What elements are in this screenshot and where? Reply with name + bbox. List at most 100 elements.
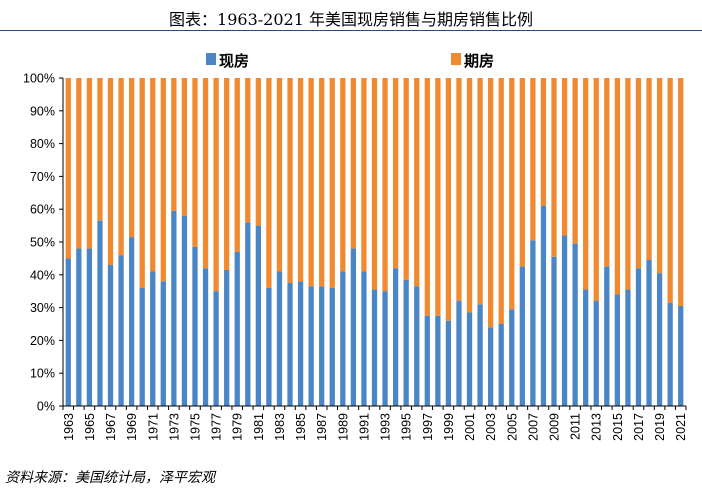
bar-presale-2009 — [551, 78, 557, 257]
x-tick-label: 1993 — [379, 413, 393, 441]
x-tick-label: 1995 — [400, 413, 414, 441]
bar-presale-1972 — [160, 78, 166, 282]
bar-existing-1989 — [340, 271, 346, 406]
bar-presale-1976 — [202, 78, 209, 269]
bar-presale-1968 — [118, 78, 124, 256]
bar-presale-1996 — [414, 78, 420, 287]
bar-presale-1982 — [266, 78, 272, 288]
bar-presale-1985 — [297, 78, 304, 282]
x-tick-label: 1989 — [336, 413, 350, 441]
bar-presale-1991 — [361, 78, 367, 272]
bar-presale-2013 — [593, 78, 599, 302]
bar-existing-1977 — [213, 291, 219, 406]
x-tick-label: 2001 — [463, 413, 477, 441]
bar-presale-1973 — [171, 78, 177, 211]
bar-existing-2011 — [572, 243, 578, 406]
bar-existing-1963 — [65, 258, 71, 406]
bar-presale-2005 — [509, 78, 515, 310]
page-title: 图表：1963-2021 年美国现房销售与期房销售比例 — [169, 10, 533, 29]
bar-presale-2006 — [519, 78, 525, 267]
bar-presale-1971 — [150, 78, 156, 272]
legend-swatch-presale — [451, 53, 461, 65]
bar-presale-1980 — [245, 78, 251, 223]
bar-presale-1992 — [371, 78, 378, 290]
bar-presale-2008 — [540, 78, 547, 206]
bar-existing-1997 — [424, 315, 430, 406]
bar-existing-1990 — [350, 248, 357, 406]
axes: 0% 10% 20% 30% 40% 50% 60% 70% 80% 90% 100% 1963 196… — [23, 72, 688, 441]
bar-existing-1976 — [202, 268, 209, 406]
bar-existing-1964 — [76, 248, 82, 406]
bar-existing-2000 — [456, 301, 462, 406]
x-tick-label: 1975 — [188, 413, 202, 441]
bar-existing-1966 — [97, 220, 103, 406]
bar-existing-1979 — [234, 251, 240, 406]
bar-presale-2001 — [466, 78, 473, 313]
bar-existing-2010 — [561, 235, 568, 406]
bar-presale-1963 — [65, 78, 71, 259]
bar-existing-2013 — [593, 301, 599, 406]
bar-presale-2021 — [678, 78, 684, 306]
legend-swatch-existing — [206, 53, 216, 65]
y-tick-label: 100% — [23, 72, 55, 86]
bar-presale-2018 — [646, 78, 652, 261]
x-tick-label: 1979 — [231, 413, 245, 441]
x-tick-label: 1991 — [357, 413, 371, 441]
bar-existing-2017 — [635, 268, 642, 406]
bar-presale-2020 — [667, 78, 673, 303]
bar-existing-1995 — [403, 279, 409, 406]
bar-presale-1999 — [445, 78, 452, 321]
bar-presale-1969 — [129, 78, 135, 238]
bar-existing-2006 — [519, 266, 525, 406]
bar-existing-2004 — [498, 324, 504, 406]
bar-existing-1973 — [171, 210, 177, 406]
bar-existing-2020 — [667, 302, 673, 406]
x-tick-label: 2011 — [569, 413, 583, 440]
x-tick-label: 2013 — [590, 413, 604, 441]
bar-existing-1986 — [308, 286, 314, 406]
y-tick-label: 30% — [30, 301, 55, 315]
legend: 现房 期房 — [206, 52, 494, 70]
bar-existing-1994 — [392, 268, 399, 406]
y-tick-label: 80% — [30, 137, 55, 151]
bar-existing-1965 — [86, 248, 93, 406]
bar-existing-1975 — [192, 246, 198, 406]
bar-existing-1988 — [329, 287, 335, 406]
bar-presale-1981 — [255, 78, 261, 226]
source-note: 资料来源：美国统计局，泽平宏观 — [5, 470, 215, 486]
x-tick-label: 2017 — [632, 413, 646, 441]
x-tick-label: 1997 — [421, 413, 435, 441]
bar-existing-2021 — [678, 305, 684, 406]
bar-presale-2000 — [456, 78, 462, 302]
bar-existing-1987 — [319, 286, 325, 406]
bar-existing-1992 — [371, 289, 378, 406]
bar-presale-1970 — [139, 78, 145, 288]
x-tick-label: 1999 — [442, 413, 456, 441]
x-tick-label: 1985 — [294, 413, 308, 441]
bar-presale-1988 — [329, 78, 335, 288]
legend-label-presale: 期房 — [464, 52, 494, 70]
y-tick-label: 20% — [30, 334, 55, 348]
bar-existing-1991 — [361, 271, 367, 406]
bar-presale-1997 — [424, 78, 430, 316]
bar-presale-1987 — [319, 78, 325, 287]
bars — [65, 78, 684, 406]
bar-existing-1967 — [107, 264, 114, 406]
x-tick-label: 2003 — [484, 413, 498, 441]
bar-presale-2019 — [656, 78, 663, 274]
bar-existing-1971 — [150, 271, 156, 406]
bar-presale-1967 — [107, 78, 114, 265]
bar-presale-1965 — [86, 78, 93, 249]
bar-presale-1978 — [224, 78, 230, 270]
bar-presale-2011 — [572, 78, 578, 244]
bar-existing-1982 — [266, 287, 272, 406]
bar-existing-2002 — [477, 304, 483, 406]
bar-presale-1964 — [76, 78, 82, 249]
y-tick-label: 10% — [30, 367, 55, 381]
bar-presale-2003 — [488, 78, 494, 328]
bar-presale-1986 — [308, 78, 314, 287]
bar-presale-1998 — [435, 78, 441, 316]
bar-presale-2002 — [477, 78, 483, 305]
bar-existing-2001 — [466, 312, 473, 406]
